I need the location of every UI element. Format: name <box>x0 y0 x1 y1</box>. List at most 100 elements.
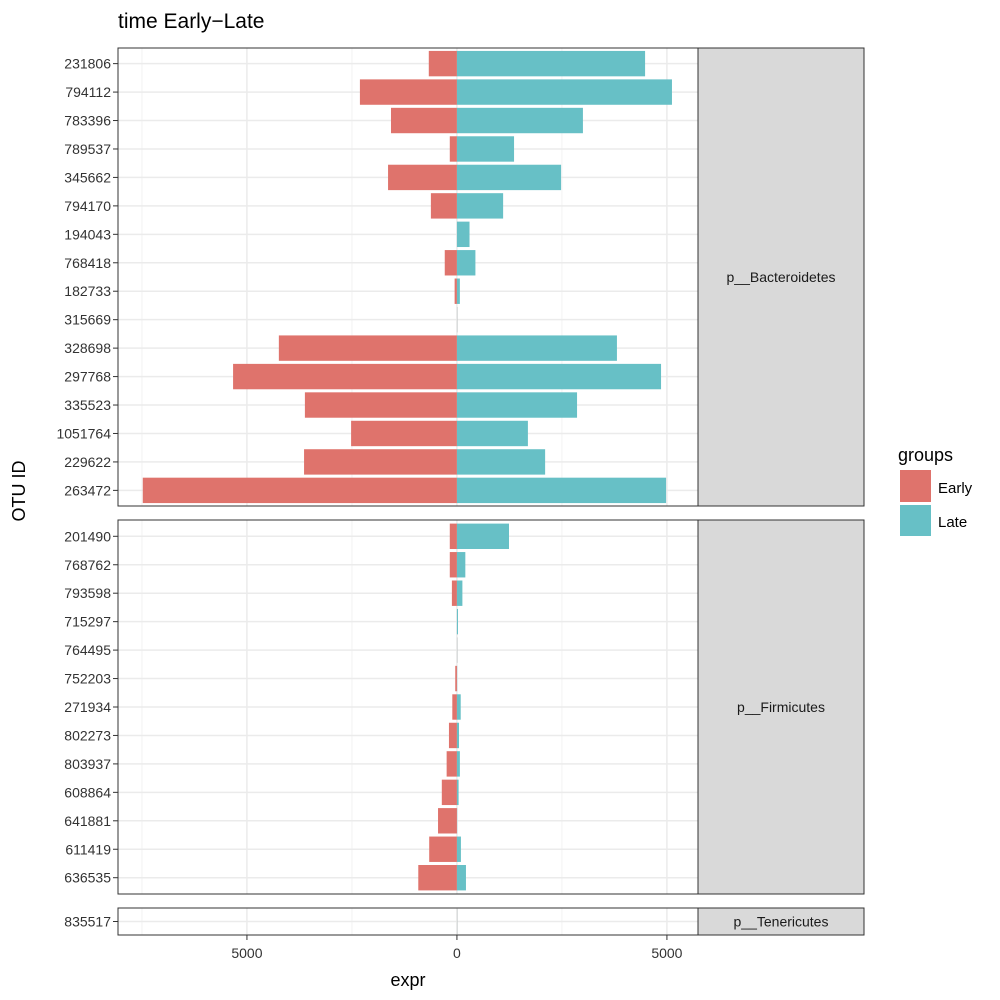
y-tick-label: 201490 <box>64 528 111 544</box>
y-tick-label: 768762 <box>64 557 111 573</box>
bar-late <box>456 836 461 862</box>
bar-late <box>456 751 460 777</box>
legend-label-late: Late <box>938 514 967 531</box>
y-tick-label: 335523 <box>64 397 111 413</box>
y-tick-label: 182733 <box>64 283 111 299</box>
bar-early <box>449 136 457 162</box>
x-axis-label: expr <box>390 970 425 990</box>
bar-early <box>455 665 457 692</box>
x-tick-label: 5000 <box>231 945 262 961</box>
y-tick-label: 315669 <box>64 312 111 328</box>
bar-late <box>456 722 460 749</box>
bar-late <box>456 552 466 578</box>
bar-early <box>351 420 457 447</box>
y-tick-label: 608864 <box>64 784 111 800</box>
bar-late <box>456 908 458 935</box>
bar-early <box>451 580 457 606</box>
bar-late <box>456 808 458 834</box>
y-tick-label: 794112 <box>65 84 111 100</box>
bar-early <box>233 363 457 390</box>
legend-title: groups <box>898 445 953 465</box>
bar-early <box>429 836 457 862</box>
facet-strip-label: p__Bacteroidetes <box>727 269 836 285</box>
bar-early <box>390 107 457 134</box>
bar-early <box>446 751 457 777</box>
bar-early <box>359 79 457 105</box>
bar-early <box>418 865 457 891</box>
y-tick-label: 752203 <box>64 671 111 687</box>
facet-panel: 835517 p__Tenericutes <box>64 907 865 936</box>
facet-strip <box>697 519 865 895</box>
bar-late <box>456 865 466 891</box>
y-tick-label: 194043 <box>64 226 111 242</box>
y-tick-label: 794170 <box>64 198 111 214</box>
y-tick-label: 789537 <box>64 141 111 157</box>
facet-panel: 201490 768762 793598 715297 764495 752203 2719… <box>64 519 865 895</box>
legend: groups Early Late <box>898 445 973 536</box>
legend-label-early: Early <box>938 480 973 497</box>
y-tick-label: 802273 <box>64 727 111 743</box>
bar-late <box>456 420 528 447</box>
bar-early <box>388 164 457 191</box>
bar-late <box>456 449 546 475</box>
y-tick-label: 641881 <box>64 813 111 829</box>
bar-early <box>278 335 457 361</box>
bar-early <box>456 637 458 663</box>
y-axis-label: OTU ID <box>9 461 29 522</box>
bar-early <box>438 808 457 834</box>
y-tick-label: 328698 <box>64 340 111 356</box>
bar-late <box>456 477 667 504</box>
bar-early <box>441 779 457 806</box>
bar-late <box>456 363 662 390</box>
y-tick-label: 636535 <box>64 870 111 886</box>
bar-late <box>456 637 458 663</box>
y-tick-label: 231806 <box>64 56 111 72</box>
y-tick-label: 297768 <box>64 369 111 385</box>
facet-strip <box>697 47 865 507</box>
bar-early <box>454 278 457 304</box>
bar-early <box>448 722 457 749</box>
bar-late <box>456 306 458 333</box>
bar-late <box>456 278 460 304</box>
legend-key-early <box>900 470 931 502</box>
bar-early <box>449 523 457 549</box>
x-tick-label: 5000 <box>651 945 682 961</box>
bar-early <box>449 552 457 578</box>
bar-late <box>456 392 578 418</box>
y-tick-label: 271934 <box>64 699 111 715</box>
bar-late <box>456 193 504 219</box>
bar-early <box>456 306 458 333</box>
y-tick-label: 611419 <box>65 841 111 857</box>
bar-late <box>456 107 583 134</box>
bar-early <box>304 392 457 418</box>
bar-late <box>456 136 515 162</box>
legend-key-late <box>900 505 931 536</box>
y-tick-label: 229622 <box>64 454 111 470</box>
y-tick-label: 345662 <box>64 169 111 185</box>
y-tick-label: 803937 <box>64 756 111 772</box>
bar-late <box>456 779 459 806</box>
bar-late <box>456 580 463 606</box>
y-tick-label: 835517 <box>64 914 111 930</box>
y-tick-label: 783396 <box>64 113 111 129</box>
facet-strip-label: p__Firmicutes <box>737 699 825 715</box>
bar-early <box>304 449 457 475</box>
y-tick-label: 764495 <box>64 642 111 658</box>
y-tick-label: 1051764 <box>56 425 111 441</box>
bar-early <box>428 50 457 77</box>
y-tick-label: 793598 <box>64 585 111 601</box>
bar-early <box>142 477 457 504</box>
facet-strip <box>697 907 865 936</box>
y-tick-label: 768418 <box>64 255 111 271</box>
bar-late <box>456 608 458 635</box>
bar-late <box>456 335 617 361</box>
bar-early <box>444 250 457 276</box>
bar-late <box>456 250 476 276</box>
bar-late <box>456 50 646 77</box>
facet-strip-label: p__Tenericutes <box>734 914 829 930</box>
chart-title: time Early−Late <box>118 10 265 33</box>
bar-late <box>456 221 470 248</box>
bar-late <box>456 665 458 692</box>
